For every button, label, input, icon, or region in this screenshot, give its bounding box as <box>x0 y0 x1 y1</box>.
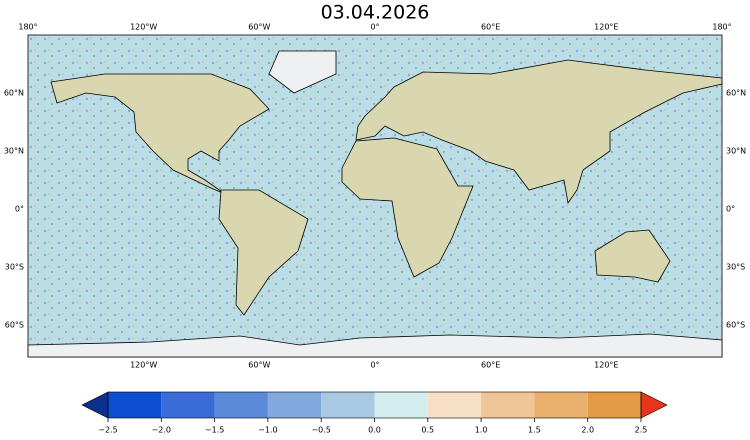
map-title: 03.04.2026 <box>321 2 430 24</box>
colorbar-segment <box>587 392 641 418</box>
colorbar-segment <box>534 392 588 418</box>
lon-label: 180° <box>18 23 37 32</box>
colorbar-tick-label: 2.0 <box>581 426 594 435</box>
colorbar-segment <box>108 392 162 418</box>
lon-label: 60°E <box>481 361 500 370</box>
lon-label: 60°W <box>248 23 270 32</box>
eurasia <box>355 59 723 205</box>
lon-label: 120°E <box>594 23 618 32</box>
lat-label: 60°N <box>4 89 24 98</box>
lon-label: 0° <box>370 23 379 32</box>
greenland <box>268 50 337 94</box>
colorbar-tick-label: −1.5 <box>205 426 224 435</box>
lon-label: 0° <box>370 361 379 370</box>
colorbar-segment <box>321 392 375 418</box>
colorbar-segment <box>161 392 215 418</box>
antarctica <box>27 333 723 358</box>
lat-label: 60°S <box>5 320 24 329</box>
lat-label: 30°S <box>726 262 745 271</box>
lat-label: 0° <box>15 205 24 214</box>
colorbar-segment <box>427 392 482 418</box>
colorbar-under <box>81 391 109 419</box>
colorbar-tick-label: 0.0 <box>368 426 381 435</box>
colorbar-segment <box>481 392 535 418</box>
colorbar-over <box>640 391 668 419</box>
lat-label: 30°S <box>5 262 24 271</box>
south-america <box>218 189 309 316</box>
lon-label: 180° <box>712 23 731 32</box>
colorbar-segment <box>374 392 428 418</box>
colorbar: −2.5 −2.0 −1.5 −1.0 −0.5 0.0 0.5 1.0 1.5 2.0 2.5 <box>81 391 668 435</box>
colorbar-segment <box>214 392 268 418</box>
lat-label: 60°S <box>726 320 745 329</box>
colorbar-tick-label: 2.5 <box>635 426 648 435</box>
colorbar-tick-label: −2.0 <box>152 426 171 435</box>
colorbar-tick-label: −1.0 <box>258 426 277 435</box>
africa <box>341 137 474 278</box>
map-frame <box>27 34 723 358</box>
colorbar-segment <box>267 392 322 418</box>
colorbar-tick-label: 1.5 <box>528 426 541 435</box>
lon-label: 120°E <box>594 361 618 370</box>
lon-label: 120°W <box>130 361 157 370</box>
colorbar-tick-label: 1.0 <box>475 426 488 435</box>
lat-label: 30°N <box>4 147 24 156</box>
colorbar-tick-label: −0.5 <box>311 426 330 435</box>
lat-label: 30°N <box>726 147 746 156</box>
lat-label: 0° <box>726 205 735 214</box>
lon-label: 60°W <box>248 361 270 370</box>
colorbar-tick-label: 0.5 <box>421 426 434 435</box>
lat-label: 60°N <box>726 89 746 98</box>
north-america <box>50 73 270 195</box>
australia <box>594 229 671 283</box>
lon-label: 60°E <box>481 23 500 32</box>
lon-label: 120°W <box>130 23 157 32</box>
colorbar-tick-label: −2.5 <box>98 426 117 435</box>
graticule-labels: 180° 120°W 60°W 0° 60°E 120°E 180° 120°W 60°W 0° 6… <box>4 23 746 370</box>
